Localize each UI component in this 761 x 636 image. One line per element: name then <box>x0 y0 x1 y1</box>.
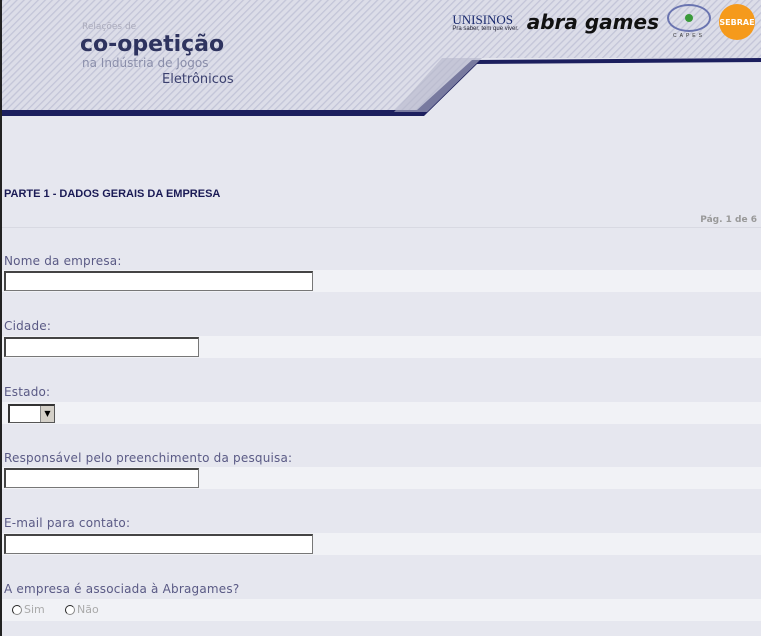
state-label: Estado: <box>4 385 51 399</box>
city-row <box>2 336 761 358</box>
sebrae-logo: SEBRAE <box>719 4 755 40</box>
section-title: PARTE 1 - DADOS GERAIS DA EMPRESA <box>4 188 221 200</box>
chevron-down-icon[interactable]: ▼ <box>40 406 54 422</box>
partner-logos: UNISINOS Pra saber, tem que viver. abra g… <box>452 4 755 40</box>
radio-nao-label: Não <box>77 603 99 616</box>
logo-line3: na Indústria de Jogos <box>82 56 209 70</box>
radio-nao[interactable]: Não <box>65 603 99 616</box>
responsible-label: Responsável pelo preenchimento da pesqui… <box>4 451 293 465</box>
email-row <box>2 533 761 555</box>
company-name-label: Nome da empresa: <box>4 254 122 268</box>
state-select[interactable]: ▼ <box>8 404 55 423</box>
state-row: ▼ <box>2 402 761 424</box>
radio-sim[interactable]: Sim <box>12 603 45 616</box>
logo-line2: co-opetição <box>80 32 225 57</box>
divider <box>2 227 761 228</box>
capes-logo-text: CAPES <box>673 33 705 39</box>
page-header: Relações de co-opetição na Indústria de … <box>2 0 761 118</box>
abragames-logo: abra games <box>526 10 659 34</box>
abragames-member-row: Sim Não <box>2 599 761 621</box>
logo-line1: Relações de <box>82 22 137 32</box>
abragames-member-label: A empresa é associada à Abragames? <box>4 582 240 596</box>
email-label: E-mail para contato: <box>4 516 131 530</box>
header-banner <box>2 0 761 116</box>
unisinos-logo: UNISINOS Pra saber, tem que viver. <box>452 11 519 32</box>
responsible-row <box>2 467 761 489</box>
capes-emblem-icon <box>667 4 711 32</box>
email-input[interactable] <box>4 534 313 554</box>
radio-sim-label: Sim <box>24 603 45 616</box>
responsible-input[interactable] <box>4 468 199 488</box>
capes-logo: CAPES <box>667 4 711 40</box>
company-name-input[interactable] <box>4 271 313 291</box>
radio-circle-icon[interactable] <box>65 604 75 615</box>
logo-line4: Eletrônicos <box>162 72 234 87</box>
city-label: Cidade: <box>4 319 52 333</box>
company-name-row <box>2 270 761 292</box>
city-input[interactable] <box>4 337 199 357</box>
radio-circle-icon[interactable] <box>12 604 22 615</box>
page-indicator: Pág. 1 de 6 <box>700 215 757 225</box>
